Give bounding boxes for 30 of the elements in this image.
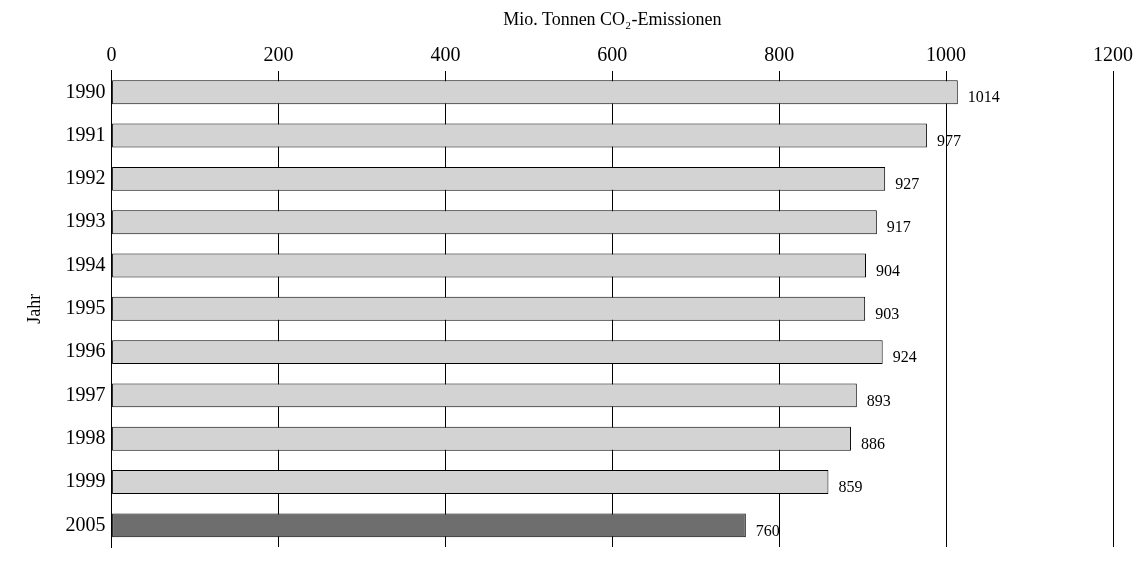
x-tick-label: 1200 [1093,42,1133,65]
x-axis-title: Mio. Tonnen CO₂-Emissionen [503,8,722,29]
y-axis-title: Jahr [23,293,44,324]
y-tick-label: 1999 [65,469,106,492]
x-tick-label: 800 [764,42,795,65]
y-tick-label: 1990 [65,79,106,102]
data-label: 760 [755,521,780,539]
x-tick-label: 600 [597,42,628,65]
y-tick-label: 1995 [65,296,106,319]
data-label: 903 [875,305,900,322]
data-label: 893 [866,391,891,409]
data-label: 904 [875,261,900,279]
data-label: 917 [886,218,911,236]
data-label: 924 [892,348,917,366]
data-label: 859 [838,478,863,496]
data-label: 927 [895,175,920,193]
data-label: 886 [860,434,885,452]
y-tick-label: 1993 [65,209,106,232]
y-tick-label: 1996 [65,339,106,362]
y-tick-label: 2005 [65,512,106,535]
y-tick-label: 1998 [65,425,106,448]
x-tick-label: 400 [430,42,461,65]
y-tick-label: 1992 [65,166,106,189]
data-label: 1014 [967,88,1000,106]
x-tick-label: 200 [263,42,294,65]
x-tick-label: 1000 [926,42,967,65]
y-tick-label: 1994 [65,252,106,275]
y-tick-label: 1997 [65,382,106,405]
x-tick-label: 0 [106,42,117,65]
y-tick-label: 1991 [65,122,106,145]
